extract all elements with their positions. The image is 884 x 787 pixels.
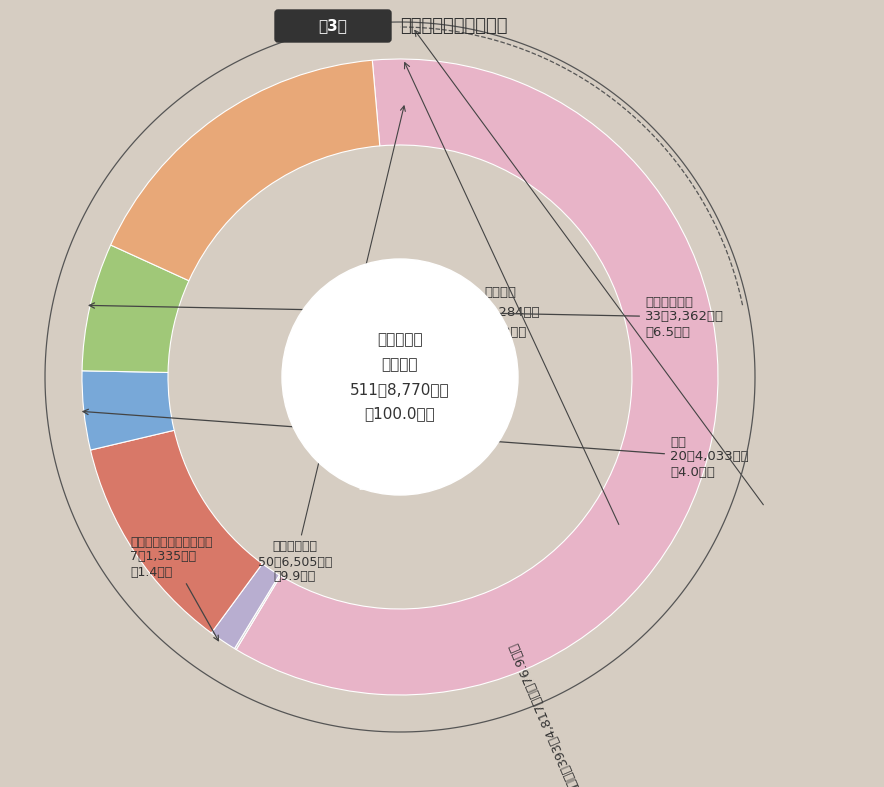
Wedge shape	[211, 563, 279, 648]
Text: 国内総支出
（名目）
511兆8,770億円
（100.0％）: 国内総支出 （名目） 511兆8,770億円 （100.0％）	[350, 333, 450, 421]
Circle shape	[282, 259, 518, 495]
Text: うち普通会計
50兆6,505億円
（9.9％）: うち普通会計 50兆6,505億円 （9.9％）	[258, 106, 406, 583]
Text: 国内総支出と地方財政: 国内総支出と地方財政	[400, 17, 507, 35]
Text: 財貨・サービスの純輸出
7兆1,335億円
（1.4％）: 財貨・サービスの純輸出 7兆1,335億円 （1.4％）	[130, 535, 218, 641]
Text: 家計部門
307兆2,533億円
（60.0％）: 家計部門 307兆2,533億円 （60.0％）	[305, 294, 395, 351]
Text: 中央
20兆4,033億円
（4.0％）: 中央 20兆4,033億円 （4.0％）	[83, 409, 749, 478]
Text: 企業部門
86兆2,284億円
（16.8％）: 企業部門 86兆2,284億円 （16.8％）	[461, 286, 539, 338]
Wedge shape	[90, 430, 263, 633]
Wedge shape	[82, 245, 189, 372]
Text: 第3図: 第3図	[318, 19, 347, 34]
Wedge shape	[234, 575, 280, 649]
Text: 民間部門393兆4,817億円（76.9％）: 民間部門393兆4,817億円（76.9％）	[507, 641, 583, 787]
Text: 地方
57兆5,223億円
（11.2％）: 地方 57兆5,223億円 （11.2％）	[346, 438, 424, 492]
Wedge shape	[110, 61, 380, 281]
Text: 社会保障基金
33兆3,362億円
（6.5％）: 社会保障基金 33兆3,362億円 （6.5％）	[89, 295, 724, 338]
Wedge shape	[82, 371, 174, 450]
Wedge shape	[236, 59, 718, 695]
FancyBboxPatch shape	[275, 10, 391, 42]
